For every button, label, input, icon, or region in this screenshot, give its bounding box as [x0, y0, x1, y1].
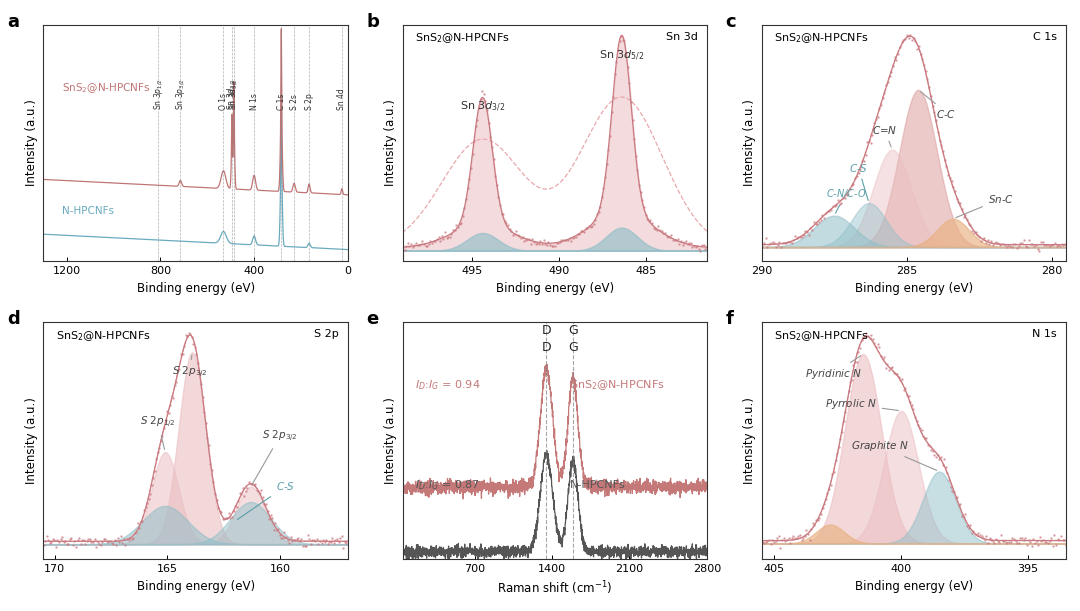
Text: N 1s: N 1s	[249, 93, 258, 111]
Text: SnS$_2$@N-HPCNFs: SnS$_2$@N-HPCNFs	[55, 329, 150, 343]
Text: S 2p: S 2p	[314, 329, 339, 339]
Text: N-HPCNFs: N-HPCNFs	[62, 206, 113, 216]
Text: S 2p: S 2p	[305, 93, 313, 111]
Text: Sn $3d_{3/2}$: Sn $3d_{3/2}$	[226, 79, 239, 111]
Text: d: d	[6, 310, 19, 328]
Text: $C$-$N$/$C$-$O$: $C$-$N$/$C$-$O$	[825, 187, 866, 213]
Text: $C$-$S$: $C$-$S$	[849, 161, 868, 200]
Y-axis label: Intensity (a.u.): Intensity (a.u.)	[25, 397, 38, 484]
Text: G: G	[568, 342, 578, 354]
Y-axis label: Intensity (a.u.): Intensity (a.u.)	[743, 100, 756, 186]
Text: Pyrrolic $N$: Pyrrolic $N$	[825, 397, 899, 411]
Text: Sn $3p_{3/2}$: Sn $3p_{3/2}$	[174, 79, 187, 111]
Text: SnS$_2$@N-HPCNFs: SnS$_2$@N-HPCNFs	[774, 329, 868, 343]
X-axis label: Binding energy (eV): Binding energy (eV)	[855, 579, 973, 593]
Text: O 1s: O 1s	[219, 93, 228, 111]
Text: C 1s: C 1s	[1032, 32, 1057, 42]
Text: e: e	[366, 310, 378, 328]
Text: b: b	[366, 13, 379, 31]
Text: $S$ $2p_{1/2}$: $S$ $2p_{1/2}$	[140, 415, 176, 450]
Text: $I_D$:$I_G$ = 0.87: $I_D$:$I_G$ = 0.87	[415, 478, 480, 492]
X-axis label: Raman shift (cm$^{-1}$): Raman shift (cm$^{-1}$)	[497, 579, 612, 597]
Text: D: D	[542, 342, 551, 354]
Text: Sn $3d_{5/2}$: Sn $3d_{5/2}$	[228, 79, 241, 111]
X-axis label: Binding energy (eV): Binding energy (eV)	[136, 282, 255, 295]
Text: $S$ $2p_{3/2}$: $S$ $2p_{3/2}$	[172, 355, 207, 380]
Text: Sn $3d_{5/2}$: Sn $3d_{5/2}$	[599, 49, 645, 63]
X-axis label: Binding energy (eV): Binding energy (eV)	[496, 282, 613, 295]
Text: c: c	[725, 13, 735, 31]
Text: C 1s: C 1s	[276, 94, 286, 111]
Y-axis label: Intensity (a.u.): Intensity (a.u.)	[743, 397, 756, 484]
Y-axis label: Intensity (a.u.): Intensity (a.u.)	[384, 100, 397, 186]
Text: Sn 4d: Sn 4d	[337, 89, 347, 111]
Text: Sn $3d_{3/2}$: Sn $3d_{3/2}$	[460, 100, 505, 114]
Text: $C$=$N$: $C$=$N$	[872, 124, 897, 147]
Text: $C$-$C$: $C$-$C$	[920, 92, 956, 120]
Y-axis label: Intensity (a.u.): Intensity (a.u.)	[384, 397, 397, 484]
Text: D: D	[542, 324, 551, 337]
Text: SnS$_2$@N-HPCNFs: SnS$_2$@N-HPCNFs	[774, 32, 868, 45]
Text: $Sn$-$C$: $Sn$-$C$	[956, 193, 1014, 218]
Text: SnS$_2$@N-HPCNFs: SnS$_2$@N-HPCNFs	[570, 379, 665, 392]
Text: G: G	[568, 324, 578, 337]
Y-axis label: Intensity (a.u.): Intensity (a.u.)	[25, 100, 38, 186]
Text: $S$ $2p_{3/2}$: $S$ $2p_{3/2}$	[253, 428, 298, 485]
Text: f: f	[725, 310, 733, 328]
Text: Sn 3d: Sn 3d	[666, 32, 698, 42]
Text: N-HPCNFs: N-HPCNFs	[570, 480, 625, 490]
X-axis label: Binding energy (eV): Binding energy (eV)	[855, 282, 973, 295]
Text: $I_D$:$I_G$ = 0.94: $I_D$:$I_G$ = 0.94	[415, 379, 481, 392]
Text: Sn $3p_{1/2}$: Sn $3p_{1/2}$	[152, 79, 164, 111]
Text: SnS$_2$@N-HPCNFs: SnS$_2$@N-HPCNFs	[62, 81, 150, 95]
Text: $C$-$S$: $C$-$S$	[238, 480, 295, 519]
Text: a: a	[6, 13, 19, 31]
Text: S 2s: S 2s	[289, 95, 299, 111]
Text: N 1s: N 1s	[1032, 329, 1057, 339]
Text: Pyridinic $N$: Pyridinic $N$	[805, 356, 862, 381]
Text: SnS$_2$@N-HPCNFs: SnS$_2$@N-HPCNFs	[415, 32, 510, 45]
Text: Graphite $N$: Graphite $N$	[851, 439, 936, 470]
X-axis label: Binding energy (eV): Binding energy (eV)	[136, 579, 255, 593]
